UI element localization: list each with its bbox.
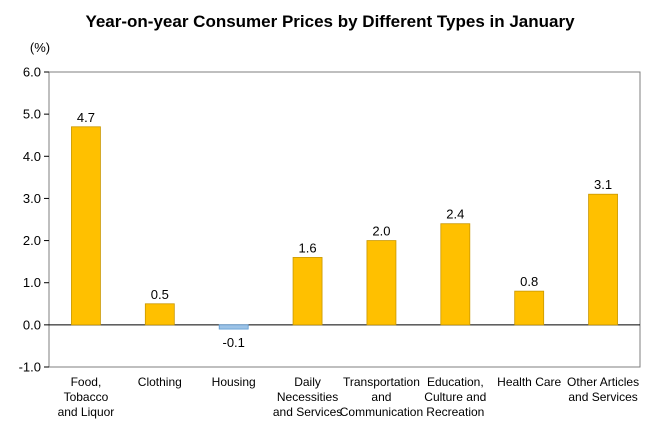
bar-value-label: 0.8 xyxy=(520,274,538,289)
y-tick-label: 1.0 xyxy=(23,275,41,290)
bar xyxy=(218,324,249,330)
category-label: Education, Culture and Recreation xyxy=(424,375,486,419)
category-label: Daily Necessities and Services xyxy=(273,375,342,419)
y-tick-label: 5.0 xyxy=(23,107,41,122)
bar-value-label: 2.0 xyxy=(372,224,390,239)
category-label: Clothing xyxy=(138,375,182,389)
bar xyxy=(292,257,323,326)
bar xyxy=(71,126,101,326)
y-tick-label: 0.0 xyxy=(23,317,41,332)
y-tick-label: 6.0 xyxy=(23,65,41,80)
chart-title: Year-on-year Consumer Prices by Differen… xyxy=(85,12,575,31)
y-axis-unit-label: (%) xyxy=(30,40,50,55)
bar-value-label: -0.1 xyxy=(222,335,244,350)
bar-value-label: 0.5 xyxy=(151,287,169,302)
bar xyxy=(514,290,545,326)
bar-value-label: 3.1 xyxy=(594,177,612,192)
category-label: Transportation and Communication xyxy=(340,375,423,419)
bar-value-label: 4.7 xyxy=(77,110,95,125)
category-label: Other Articles and Services xyxy=(567,375,639,404)
y-tick-label: 3.0 xyxy=(23,191,41,206)
data-labels: 4.7 0.5 -0.1 1.6 2.0 2.4 0.8 3.1 xyxy=(77,110,612,350)
bar xyxy=(440,223,471,326)
bars xyxy=(71,126,618,330)
bar xyxy=(144,303,175,326)
bar xyxy=(366,240,397,326)
bar-value-label: 1.6 xyxy=(299,240,317,255)
bar-value-label: 2.4 xyxy=(446,207,464,222)
plot-frame xyxy=(48,71,641,368)
bar xyxy=(588,193,618,326)
category-label: Housing xyxy=(212,375,256,389)
category-labels: Food, Tobacco and Liquor Clothing Housing Dai… xyxy=(58,375,640,419)
y-tick-label: 2.0 xyxy=(23,233,41,248)
y-tick-label: 4.0 xyxy=(23,149,41,164)
category-label: Food, Tobacco and Liquor xyxy=(58,375,115,419)
y-tick-label: -1.0 xyxy=(19,360,41,375)
category-label: Health Care xyxy=(497,375,561,389)
y-axis-ticks: 6.0 5.0 4.0 3.0 2.0 1.0 0.0 -1.0 xyxy=(19,65,49,375)
